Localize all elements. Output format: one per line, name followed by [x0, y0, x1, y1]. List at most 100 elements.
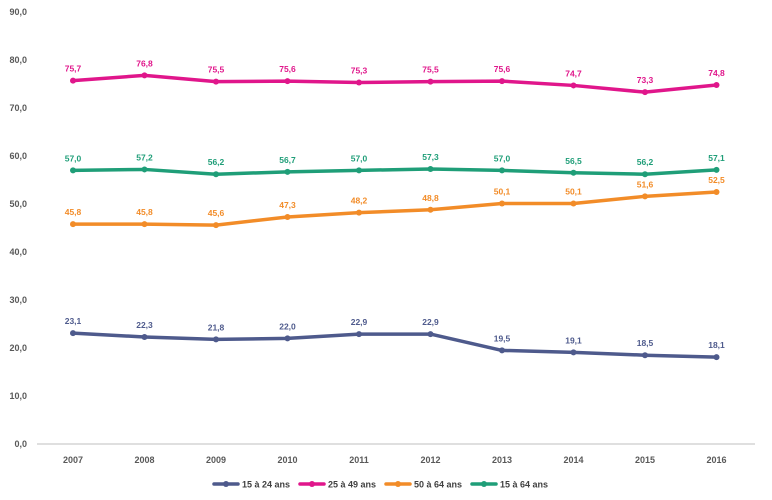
data-point: [427, 165, 434, 172]
data-label: 45,6: [208, 208, 225, 218]
data-point: [499, 200, 505, 207]
data-point: [499, 78, 505, 85]
data-label: 56,5: [565, 156, 582, 166]
data-label: 47,3: [279, 200, 296, 210]
data-label: 45,8: [136, 207, 153, 217]
data-point: [284, 168, 291, 175]
data-label: 75,6: [494, 64, 511, 74]
data-point: [213, 336, 219, 343]
data-label: 21,8: [208, 322, 225, 332]
series-line: [71, 331, 719, 359]
data-label: 57,1: [708, 153, 725, 163]
data-label: 48,8: [422, 193, 439, 203]
y-tick-label: 0,0: [14, 439, 27, 449]
data-label: 56,2: [208, 157, 225, 167]
data-point: [284, 335, 291, 342]
data-label: 76,8: [136, 58, 153, 68]
data-label: 75,3: [351, 66, 368, 76]
data-label: 51,6: [637, 179, 654, 189]
y-tick-label: 20,0: [9, 343, 27, 353]
x-tick-label: 2014: [563, 455, 583, 465]
data-point: [141, 166, 148, 173]
data-label: 74,7: [565, 68, 582, 78]
data-label: 22,3: [136, 320, 153, 330]
data-point: [642, 171, 648, 178]
x-tick-label: 2011: [349, 455, 369, 465]
data-point: [713, 81, 720, 88]
legend-label: 50 à 64 ans: [414, 480, 462, 490]
data-point: [70, 330, 76, 337]
x-tick-label: 2007: [63, 455, 83, 465]
y-tick-label: 60,0: [9, 151, 27, 161]
series-line: [71, 167, 719, 176]
data-point: [499, 347, 505, 354]
y-tick-label: 40,0: [9, 247, 27, 257]
data-point: [713, 354, 720, 361]
data-point: [642, 89, 648, 96]
data-label: 56,7: [279, 155, 296, 165]
data-point: [213, 78, 219, 85]
data-label: 57,2: [136, 152, 153, 162]
data-label: 19,1: [565, 335, 582, 345]
data-label: 52,5: [708, 175, 725, 185]
data-point: [141, 333, 148, 340]
data-point: [642, 352, 648, 359]
data-label: 45,8: [65, 207, 82, 217]
data-label: 57,3: [422, 152, 439, 162]
data-label: 75,5: [208, 65, 225, 75]
data-label: 75,7: [65, 64, 82, 74]
legend-marker: [309, 481, 315, 487]
series-line: [71, 73, 719, 94]
data-point: [356, 209, 362, 216]
y-tick-label: 50,0: [9, 199, 27, 209]
y-tick-label: 30,0: [9, 295, 27, 305]
data-point: [427, 78, 434, 85]
data-point: [141, 221, 148, 228]
data-point: [213, 171, 219, 178]
data-label: 73,3: [637, 75, 654, 85]
data-point: [427, 331, 434, 338]
data-label: 57,0: [65, 153, 82, 163]
legend-label: 25 à 49 ans: [328, 480, 376, 490]
x-tick-label: 2013: [492, 455, 512, 465]
data-label: 23,1: [65, 316, 82, 326]
data-label: 75,5: [422, 65, 439, 75]
data-point: [570, 82, 577, 89]
y-tick-label: 80,0: [9, 55, 27, 65]
data-point: [570, 200, 577, 207]
data-point: [356, 331, 362, 338]
data-point: [356, 79, 362, 86]
data-point: [70, 77, 76, 84]
data-point: [713, 189, 720, 195]
x-tick-label: 2015: [635, 455, 655, 465]
data-point: [570, 349, 577, 356]
x-tick-label: 2008: [134, 455, 154, 465]
data-point: [356, 167, 362, 174]
data-label: 74,8: [708, 68, 725, 78]
data-label: 57,0: [494, 153, 511, 163]
data-label: 22,9: [351, 317, 368, 327]
data-point: [70, 221, 76, 228]
data-point: [427, 206, 434, 213]
data-point: [284, 78, 291, 85]
y-tick-label: 90,0: [9, 7, 27, 17]
data-label: 22,0: [279, 321, 296, 331]
y-tick-label: 70,0: [9, 103, 27, 113]
legend-label: 15 à 64 ans: [500, 480, 548, 490]
data-point: [570, 169, 577, 176]
x-tick-label: 2012: [420, 455, 440, 465]
data-label: 19,5: [494, 333, 511, 343]
legend-marker: [223, 481, 229, 487]
x-tick-label: 2010: [277, 455, 297, 465]
data-label: 50,1: [565, 187, 582, 197]
x-tick-label: 2016: [706, 455, 726, 465]
data-label: 50,1: [494, 187, 511, 197]
x-tick-label: 2009: [206, 455, 226, 465]
legend-marker: [481, 481, 487, 487]
data-point: [713, 166, 720, 173]
y-tick-label: 10,0: [9, 391, 27, 401]
data-label: 48,2: [351, 196, 368, 206]
data-label: 56,2: [637, 157, 654, 167]
